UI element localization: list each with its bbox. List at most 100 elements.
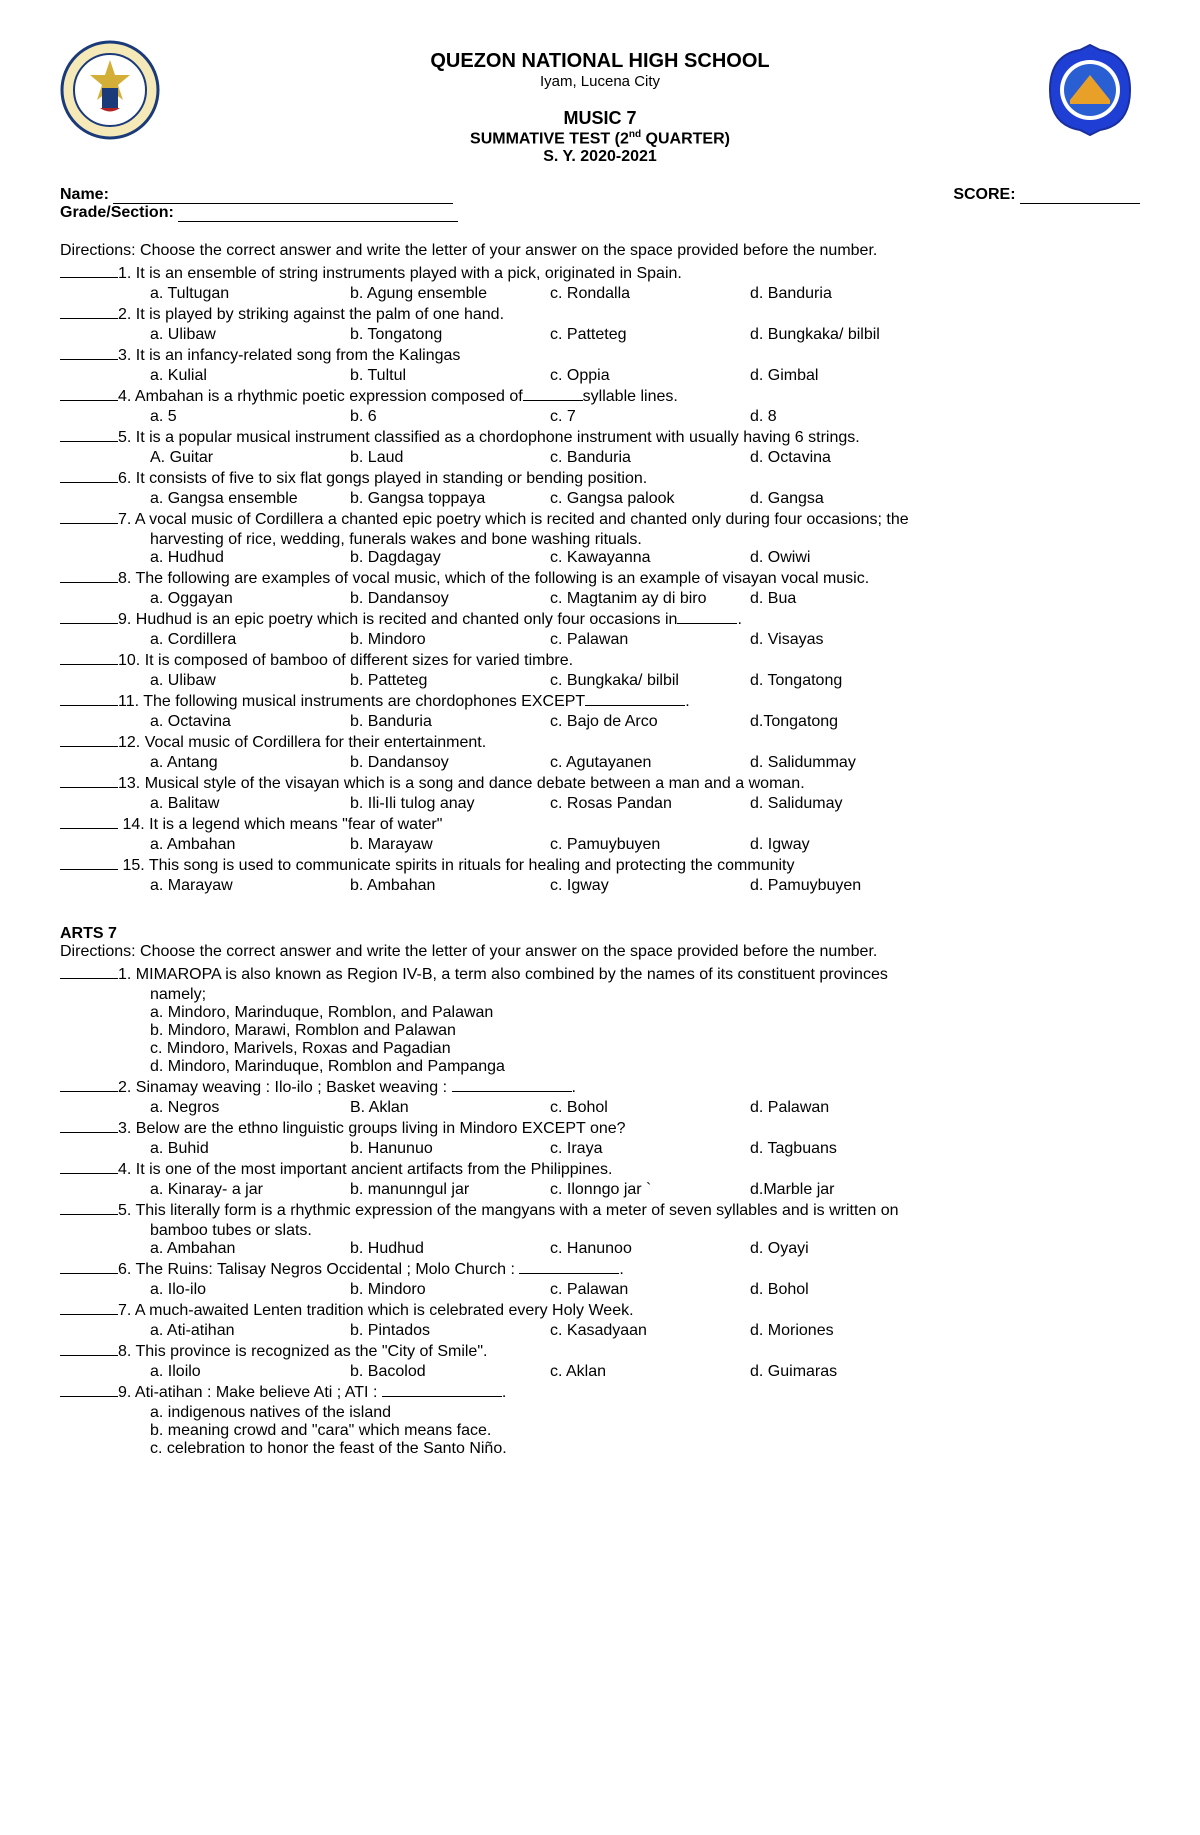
- q10: 10. It is composed of bamboo of differen…: [60, 649, 1140, 670]
- answer-blank[interactable]: [60, 1340, 118, 1356]
- inline-blank[interactable]: [519, 1258, 619, 1274]
- arts-title: ARTS 7: [60, 925, 1140, 943]
- answer-blank[interactable]: [60, 608, 118, 624]
- inline-blank[interactable]: [452, 1076, 572, 1092]
- answer-blank[interactable]: [60, 690, 118, 706]
- answer-blank[interactable]: [60, 1258, 118, 1274]
- answer-blank[interactable]: [60, 963, 118, 979]
- q12-choices: a. Antangb. Dandansoyc. Agutayanend. Sal…: [150, 754, 1140, 772]
- aq1: 1. MIMAROPA is also known as Region IV-B…: [60, 963, 1140, 984]
- choice-c: c. Rondalla: [550, 285, 750, 303]
- choice-d: d.Marble jar: [750, 1181, 950, 1199]
- school-name: QUEZON NATIONAL HIGH SCHOOL: [160, 50, 1040, 73]
- q-text: 3. It is an infancy-related song from th…: [118, 347, 460, 364]
- q-text: 8. The following are examples of vocal m…: [118, 570, 869, 587]
- choice-a: a. Kinaray- a jar: [150, 1181, 350, 1199]
- aq3-choices: a. Buhidb. Hanunuoc. Irayad. Tagbuans: [150, 1140, 1140, 1158]
- answer-blank[interactable]: [60, 649, 118, 665]
- choice-b: b. Tultul: [350, 367, 550, 385]
- answer-blank[interactable]: [60, 344, 118, 360]
- aq8-choices: a. Iloilob. Bacolodc. Akland. Guimaras: [150, 1363, 1140, 1381]
- choice-d: d. Tagbuans: [750, 1140, 950, 1158]
- school-logo: [1040, 40, 1140, 140]
- choice-b: b. Ambahan: [350, 877, 550, 895]
- q15-choices: a. Marayawb. Ambahanc. Igwayd. Pamuybuye…: [150, 877, 1140, 895]
- choice-a: a. indigenous natives of the island: [150, 1404, 1140, 1422]
- choice-d: d. Gangsa: [750, 490, 950, 508]
- q-text-a: 4. Ambahan is a rhythmic poetic expressi…: [118, 388, 523, 405]
- choice-a: a. Tultugan: [150, 285, 350, 303]
- answer-blank[interactable]: [60, 1076, 118, 1092]
- answer-blank[interactable]: [60, 508, 118, 524]
- answer-blank[interactable]: [60, 854, 118, 870]
- answer-blank[interactable]: [60, 1299, 118, 1315]
- choice-b: b. Ili-Ili tulog anay: [350, 795, 550, 813]
- choice-d: d.Tongatong: [750, 713, 950, 731]
- q12: 12. Vocal music of Cordillera for their …: [60, 731, 1140, 752]
- inline-blank[interactable]: [523, 385, 583, 401]
- answer-blank[interactable]: [60, 385, 118, 401]
- answer-blank[interactable]: [60, 303, 118, 319]
- score-blank[interactable]: [1020, 187, 1140, 205]
- q-text: 6. The Ruins: Talisay Negros Occidental …: [118, 1261, 519, 1278]
- aq5: 5. This literally form is a rhythmic exp…: [60, 1199, 1140, 1220]
- q6-choices: a. Gangsa ensembleb. Gangsa toppayac. Ga…: [150, 490, 1140, 508]
- q-text: 5. This literally form is a rhythmic exp…: [118, 1202, 898, 1219]
- choice-a: A. Guitar: [150, 449, 350, 467]
- answer-blank[interactable]: [60, 813, 118, 829]
- answer-blank[interactable]: [60, 426, 118, 442]
- answer-blank[interactable]: [60, 1381, 118, 1397]
- grade-field: Grade/Section:: [60, 204, 458, 222]
- q3-choices: a. Kulialb. Tultulc. Oppiad. Gimbal: [150, 367, 1140, 385]
- inline-blank[interactable]: [585, 690, 685, 706]
- choice-b: b. Gangsa toppaya: [350, 490, 550, 508]
- q-end: .: [737, 611, 741, 628]
- choice-b: b. Dandansoy: [350, 590, 550, 608]
- q4-choices: a. 5b. 6c. 7d. 8: [150, 408, 1140, 426]
- choice-d: d. Tongatong: [750, 672, 950, 690]
- answer-blank[interactable]: [60, 1117, 118, 1133]
- answer-blank[interactable]: [60, 772, 118, 788]
- choice-d: d. Salidumay: [750, 795, 950, 813]
- grade-blank[interactable]: [178, 205, 458, 223]
- q1: 1. It is an ensemble of string instrumen…: [60, 262, 1140, 283]
- answer-blank[interactable]: [60, 731, 118, 747]
- answer-blank[interactable]: [60, 1199, 118, 1215]
- q-text: 8. This province is recognized as the "C…: [118, 1343, 487, 1360]
- aq1-cont: namely;: [150, 986, 1140, 1004]
- aq4: 4. It is one of the most important ancie…: [60, 1158, 1140, 1179]
- music-directions: Directions: Choose the correct answer an…: [60, 242, 1140, 260]
- answer-blank[interactable]: [60, 262, 118, 278]
- name-label: Name:: [60, 186, 109, 203]
- choice-a: a. Iloilo: [150, 1363, 350, 1381]
- choice-d: d. Guimaras: [750, 1363, 950, 1381]
- choice-c: c. Iraya: [550, 1140, 750, 1158]
- answer-blank[interactable]: [60, 1158, 118, 1174]
- answer-blank[interactable]: [60, 467, 118, 483]
- choice-c: c. Palawan: [550, 631, 750, 649]
- inline-blank[interactable]: [677, 608, 737, 624]
- q7: 7. A vocal music of Cordillera a chanted…: [60, 508, 1140, 529]
- choice-b: b. meaning crowd and "cara" which means …: [150, 1422, 1140, 1440]
- score-field: SCORE:: [953, 186, 1140, 222]
- choice-a: a. Antang: [150, 754, 350, 772]
- aq2-choices: a. NegrosB. Aklanc. Bohold. Palawan: [150, 1099, 1140, 1117]
- q-text: 1. MIMAROPA is also known as Region IV-B…: [118, 966, 888, 983]
- choice-d: d. Visayas: [750, 631, 950, 649]
- aq1-choices: a. Mindoro, Marinduque, Romblon, and Pal…: [150, 1004, 1140, 1076]
- q9: 9. Hudhud is an epic poetry which is rec…: [60, 608, 1140, 629]
- choice-b: b. 6: [350, 408, 550, 426]
- choice-a: a. Buhid: [150, 1140, 350, 1158]
- name-blank[interactable]: [113, 187, 453, 205]
- inline-blank[interactable]: [382, 1381, 502, 1397]
- q-end: .: [572, 1079, 576, 1096]
- q-text: 9. Hudhud is an epic poetry which is rec…: [118, 611, 677, 628]
- aq8: 8. This province is recognized as the "C…: [60, 1340, 1140, 1361]
- q-text: 6. It consists of five to six flat gongs…: [118, 470, 647, 487]
- choice-c: c. Palawan: [550, 1281, 750, 1299]
- choice-c: c. Patteteg: [550, 326, 750, 344]
- answer-blank[interactable]: [60, 567, 118, 583]
- arts-directions: Directions: Choose the correct answer an…: [60, 943, 1140, 961]
- choice-d: d. Bungkaka/ bilbil: [750, 326, 950, 344]
- choice-c: c. Agutayanen: [550, 754, 750, 772]
